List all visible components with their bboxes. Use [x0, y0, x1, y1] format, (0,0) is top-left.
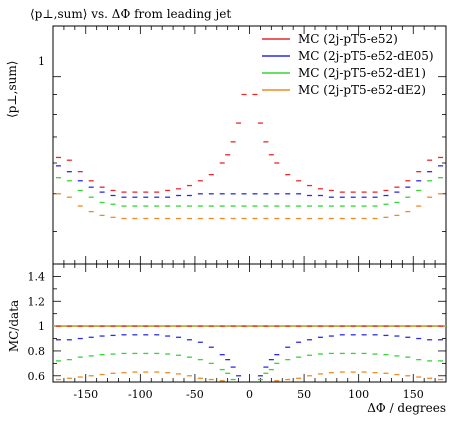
ratio-plot-ticks [53, 264, 446, 382]
main-series-0 [55, 93, 444, 193]
main-plot: 1 ⟨p⊥,sum⟩ MC (2j-pT5-e52)MC (2j-pT5-e52… [5, 25, 447, 265]
x-tick-label: 150 [403, 388, 424, 401]
ratio-y-tick-labels: 0.6 0.8 1 1.2 1.4 [28, 270, 46, 382]
x-tick-label: 100 [348, 388, 369, 401]
ratio-y-tick-label: 1.2 [28, 295, 46, 308]
x-axis-label: ΔΦ / degrees [367, 401, 446, 415]
ratio-y-tick-label: 0.8 [28, 345, 46, 358]
legend-label: MC (2j-pT5-e52) [298, 32, 398, 46]
ratio-plot: 0.6 0.8 1 1.2 1.4 -150 -100 -50 0 50 100 150 MC/da… [7, 263, 447, 415]
ratio-plot-points [55, 325, 444, 382]
x-tick-label: 50 [297, 388, 311, 401]
main-series-3 [55, 193, 444, 220]
ratio-series-1 [55, 334, 444, 377]
ratio-series-2 [55, 352, 444, 381]
legend-label: MC (2j-pT5-e52-dE1) [298, 66, 426, 80]
ratio-series-3 [55, 371, 444, 382]
x-tick-label: -150 [73, 388, 98, 401]
legend-label: MC (2j-pT5-e52-dE2) [298, 83, 426, 97]
x-tick-label: -50 [186, 388, 204, 401]
main-plot-ticks [53, 26, 446, 264]
ratio-x-tick-labels: -150 -100 -50 0 50 100 150 [73, 388, 423, 401]
ratio-y-tick-label: 0.6 [28, 370, 46, 383]
chart-title: ⟨p⊥,sum⟩ vs. ΔΦ from leading jet [30, 7, 231, 21]
main-y-tick-label-1: 1 [38, 55, 45, 68]
ratio-y-axis-label: MC/data [7, 300, 21, 352]
main-series-2 [55, 177, 444, 207]
ratio-y-tick-label: 1.4 [28, 270, 46, 283]
main-plot-points [55, 93, 444, 220]
x-tick-label: 0 [246, 388, 253, 401]
legend-label: MC (2j-pT5-e52-dE05) [298, 49, 434, 63]
ratio-plot-frame [52, 263, 447, 383]
main-series-1 [55, 165, 444, 198]
ratio-y-tick-label: 1 [38, 320, 45, 333]
legend: MC (2j-pT5-e52) MC (2j-pT5-e52-dE05) MC (2… [262, 32, 434, 97]
x-tick-label: -100 [128, 388, 153, 401]
main-y-axis-label: ⟨p⊥,sum⟩ [5, 61, 19, 118]
